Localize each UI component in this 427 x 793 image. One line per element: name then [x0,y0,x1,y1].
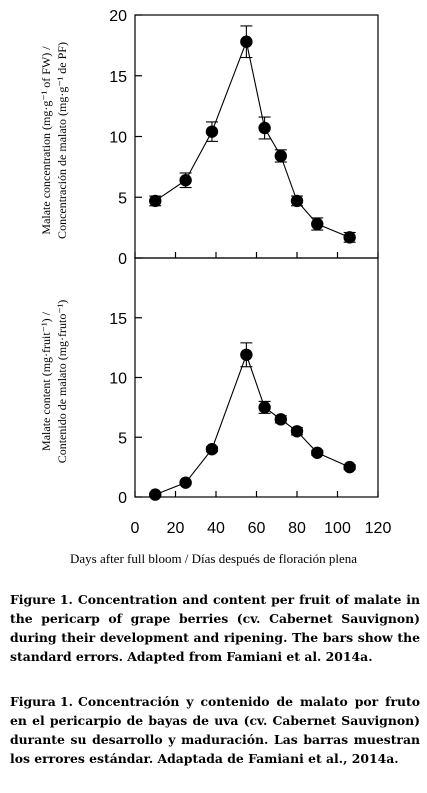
caption-spanish-label: Figura 1. [10,694,73,709]
p1-y-tick-label: 10 [109,130,127,147]
figure-canvas: 0 5 10 15 20 Malate concentration (mg·g⁻¹ of … [39,8,392,537]
x-tick-label: 120 [365,520,392,537]
p2-y-axis-label-es: Contenido de malato (mg·fruto⁻¹) [55,300,69,464]
p1-data-point [258,121,271,135]
p1-data-point [311,217,324,231]
p1-y-axis-label-en: Malate concentration (mg·g⁻¹ of FW) / [39,46,53,235]
content-panel: 0 5 10 15 0 20 40 60 80 100 120 Malate content (mg·… [39,257,392,537]
x-tick-label: 60 [248,520,266,537]
p2-data-point [240,348,253,361]
p2-data-point [179,476,192,489]
p2-series-line [155,353,350,496]
x-tick-label: 100 [324,520,351,537]
p2-y-axis-label-en: Malate content (mg·fruit⁻¹) / [39,311,53,451]
p1-y-tick-label: 15 [109,69,127,86]
p1-y-tick-label: 20 [109,8,127,25]
x-tick-label: 20 [167,520,185,537]
p1-y-tick-label: 0 [118,251,127,268]
p1-plot-frame [134,14,379,259]
p1-series-line [154,39,350,238]
p2-data-point [149,488,162,501]
p1-data-point [240,35,253,48]
caption-english-text: Concentration and content per fruit of m… [10,592,420,664]
p2-data-point [290,425,304,438]
caption-english: Figure 1. Concentration and content per … [10,590,420,666]
p2-y-tick-label: 15 [109,311,127,328]
p1-data-point [274,149,287,163]
p1-data-point [179,174,192,187]
p2-y-tick-label: 5 [118,430,127,447]
p2-y-tick-label: 0 [118,490,127,507]
p1-y-axis-label-es: Concentración de malato (mg·g⁻¹ de PF) [55,42,69,239]
p2-data-point [258,401,271,414]
x-tick-label: 40 [207,520,225,537]
caption-spanish-text: Concentración y contenido de malato por … [10,694,420,766]
p1-data-point [205,125,219,138]
p1-data-point [343,231,356,244]
x-axis-label: Days after full bloom / Días después de … [70,551,357,566]
x-tick-label: 0 [131,520,140,537]
p2-data-point [311,446,324,459]
x-tick-label: 80 [288,520,306,537]
p1-y-tick-label: 5 [118,190,127,207]
p2-data-point [205,443,219,456]
p2-y-tick-label: 10 [109,371,127,388]
p1-data-point [149,194,162,208]
p2-data-point [343,460,356,474]
p2-data-point [274,413,287,426]
caption-spanish: Figura 1. Concentración y contenido de m… [10,692,420,768]
p2-plot-frame [134,257,379,498]
caption-english-label: Figure 1. [10,592,73,607]
concentration-panel: 0 5 10 15 20 Malate concentration (mg·g⁻¹ of … [39,8,379,268]
p1-data-point [290,194,304,208]
